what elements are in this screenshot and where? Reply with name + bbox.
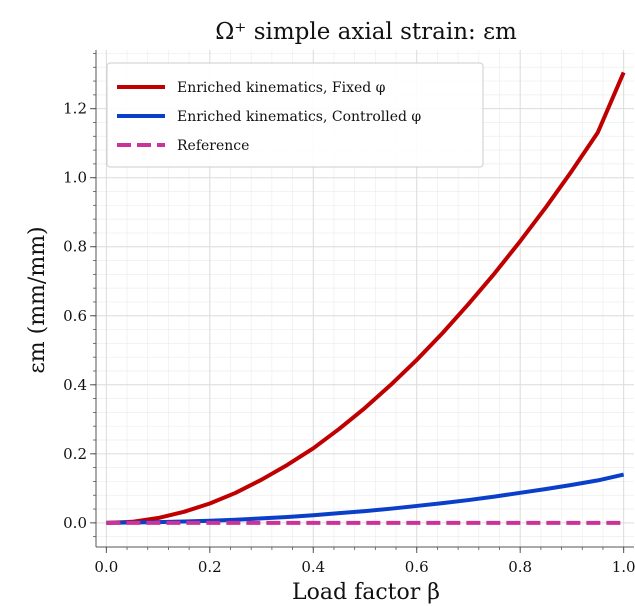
y-tick-label: 0.0: [63, 514, 87, 532]
y-tick-label: 0.8: [63, 238, 87, 256]
x-tick-label: 0.4: [301, 558, 325, 576]
y-axis-label: εm (mm/mm): [25, 226, 50, 373]
legend-label-2: Enriched kinematics, Controlled φ: [177, 109, 421, 125]
x-tick-label: 1.0: [612, 558, 635, 576]
y-tick-label: 1.0: [63, 169, 87, 187]
y-tick-label: 1.2: [63, 100, 87, 118]
x-tick-label: 0.6: [405, 558, 429, 576]
legend-label-3: Reference: [177, 138, 249, 154]
x-tick-label: 0.8: [508, 558, 532, 576]
x-axis-label: Load factor β: [292, 580, 440, 605]
chart-title: Ω⁺ simple axial strain: εm: [215, 19, 517, 45]
legend-box: [106, 62, 484, 168]
series-line-1: [106, 71, 626, 525]
y-tick-label: 0.6: [63, 307, 87, 325]
y-tick-label: 0.4: [63, 376, 87, 394]
y-tick-label: 0.2: [63, 445, 87, 463]
x-tick-label: 0.2: [198, 558, 222, 576]
legend-label-1: Enriched kinematics, Fixed φ: [177, 80, 386, 96]
legend: Enriched kinematics, Fixed φ Enriched kin…: [106, 62, 484, 168]
x-tick-label: 0.0: [94, 558, 118, 576]
